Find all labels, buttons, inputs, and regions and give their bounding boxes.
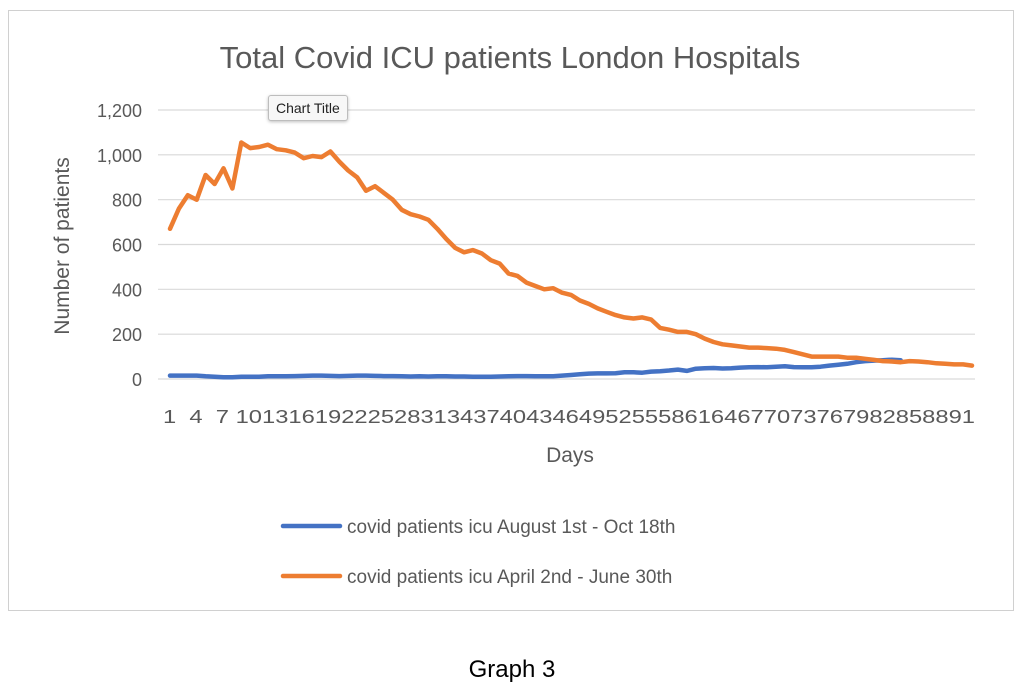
legend: covid patients icu August 1st - Oct 18th…	[280, 517, 675, 588]
y-tick-label: 0	[132, 370, 142, 390]
series-line-april-june	[167, 140, 975, 368]
legend-label: covid patients icu August 1st - Oct 18th	[347, 517, 675, 538]
legend-label: covid patients icu April 2nd - June 30th	[347, 567, 672, 588]
graph-caption: Graph 3	[468, 656, 556, 683]
y-tick-label: 600	[112, 236, 142, 256]
series-line-august-oct	[167, 357, 903, 380]
y-tick-label: 800	[112, 191, 142, 211]
x-tick-labels: 1 4 7 1013161922252831343740434649525558…	[163, 407, 975, 427]
y-axis-label: Number of patients	[51, 157, 74, 334]
chart-title-tooltip: Chart Title	[268, 95, 348, 121]
y-tick-label: 200	[112, 325, 142, 345]
y-tick-label: 1,000	[97, 146, 142, 166]
y-tick-label: 400	[112, 280, 142, 300]
gridlines	[158, 109, 975, 380]
chart-title: Total Covid ICU patients London Hospital…	[220, 40, 801, 75]
x-axis-label: Days	[546, 444, 594, 467]
series-lines	[167, 140, 975, 380]
y-tick-label: 1,200	[97, 101, 142, 121]
y-tick-labels: 0 200 400 600 800 1,000 1,200	[97, 101, 142, 390]
